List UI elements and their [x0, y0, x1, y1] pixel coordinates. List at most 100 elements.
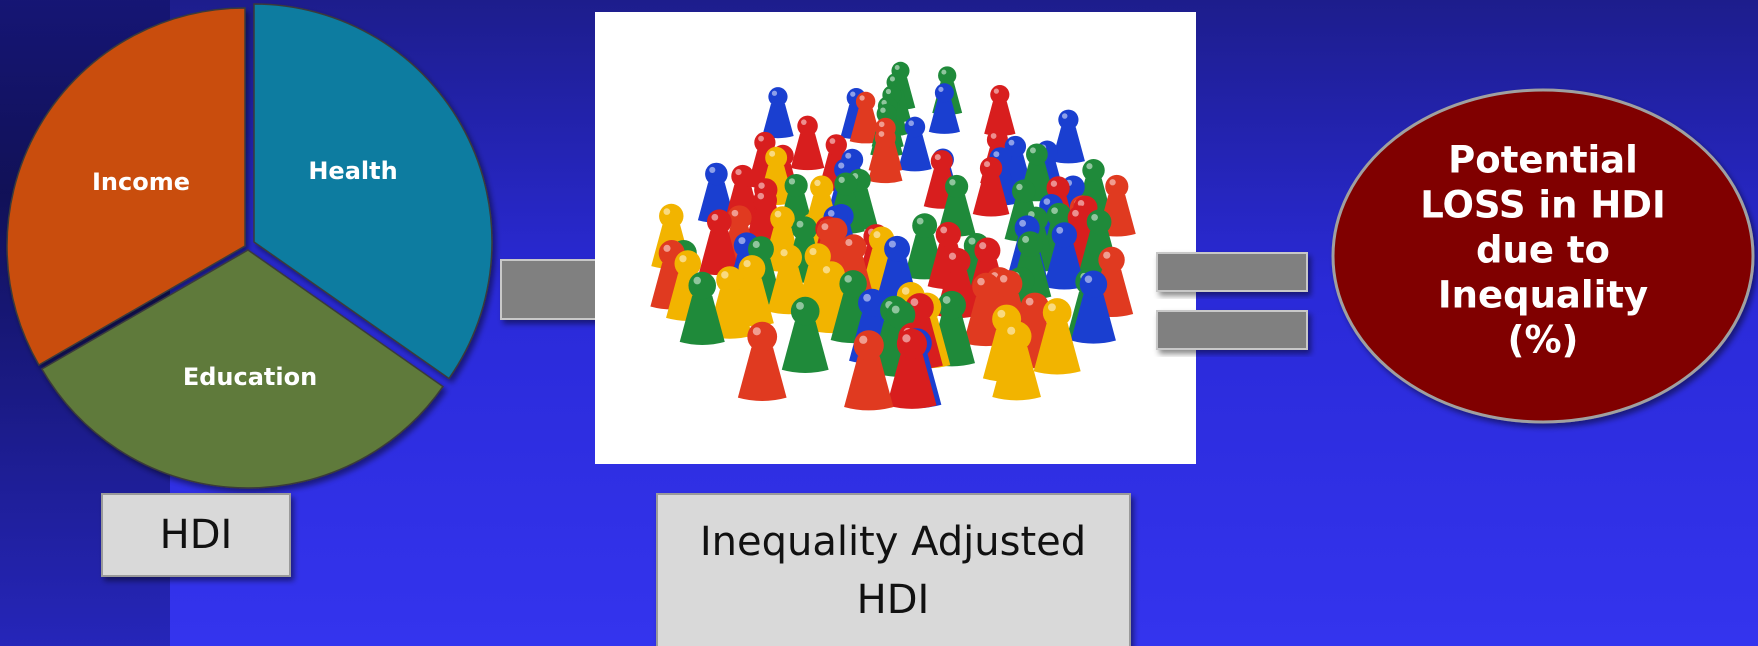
pawn-shine — [1056, 227, 1063, 234]
pawn-head — [974, 237, 1000, 263]
pawn-head — [1026, 143, 1048, 165]
pawn-head — [897, 329, 927, 359]
pawn-head — [1080, 271, 1107, 298]
pawn-shine — [1022, 236, 1029, 243]
pawn-shine — [968, 238, 975, 245]
iahdi-box — [657, 494, 1130, 646]
pawn-head — [938, 66, 956, 84]
pawn-shine — [838, 163, 844, 169]
pawn-shine — [943, 296, 951, 304]
iahdi-label: Inequality Adjusted — [700, 519, 1086, 565]
pawn-head — [905, 117, 926, 138]
pawn-head — [884, 236, 910, 262]
pawn-head — [980, 157, 1002, 179]
pawn-head — [945, 175, 968, 198]
hdi-label: HDI — [160, 512, 233, 558]
pawn-shine — [993, 151, 999, 157]
pawn-shine — [850, 92, 855, 97]
pawn-shine — [758, 193, 764, 199]
pawn-head — [875, 127, 896, 148]
pawn-head — [912, 213, 937, 238]
pawn-shine — [775, 211, 782, 218]
pawn-head — [688, 272, 716, 300]
pawn-shine — [753, 327, 761, 335]
pawn-shine — [984, 161, 990, 167]
pawn-shine — [1103, 252, 1110, 259]
pawn-shine — [879, 121, 885, 127]
pawn-head — [705, 163, 728, 186]
pawn-shine — [709, 167, 715, 173]
pawn-head — [841, 234, 867, 260]
pawn-head — [768, 87, 787, 106]
pawn-shine — [994, 89, 999, 94]
pawn-shine — [828, 210, 835, 217]
equals-bar — [1157, 253, 1307, 291]
pawn-shine — [886, 89, 891, 94]
loss-label: Inequality — [1438, 274, 1648, 317]
pie-label: Health — [308, 157, 397, 185]
pawn-head — [990, 85, 1009, 104]
loss-label: due to — [1476, 229, 1610, 272]
pawn-shine — [940, 226, 947, 233]
pawn-head — [785, 174, 808, 197]
pawn-shine — [844, 275, 851, 282]
pawn-shine — [721, 271, 728, 278]
pawn-shine — [823, 266, 830, 273]
pawn-shine — [711, 214, 718, 221]
pawn-head — [791, 297, 820, 326]
pawn-shine — [997, 310, 1005, 318]
pawn-head — [1105, 175, 1128, 198]
pawn-shine — [938, 87, 943, 92]
pawn-shine — [1085, 276, 1092, 283]
loss-label: LOSS in HDI — [1420, 184, 1666, 227]
pawn-head — [854, 330, 884, 360]
pawn-shine — [859, 95, 864, 100]
pawn-shine — [949, 179, 955, 185]
pawn-head — [935, 83, 954, 102]
pawn-shine — [941, 70, 946, 75]
pawn-shine — [1044, 198, 1051, 205]
pawn-shine — [789, 178, 795, 184]
pawn-head — [753, 189, 777, 213]
pawn-head — [834, 172, 857, 195]
pawn-head — [1058, 110, 1078, 130]
pawn-shine — [1016, 184, 1022, 190]
pawn-shine — [879, 131, 885, 137]
pawn-shine — [797, 221, 804, 228]
pawn-head — [797, 116, 817, 136]
pawn-shine — [889, 241, 896, 248]
pawn-shine — [892, 306, 900, 314]
pawn-head — [765, 147, 787, 169]
pawn-shine — [935, 154, 941, 160]
pawn-shine — [1086, 163, 1092, 169]
pawn-shine — [738, 237, 745, 244]
pawn-head — [770, 206, 795, 231]
pawn-shine — [821, 223, 828, 230]
pawn-shine — [991, 133, 997, 139]
pawn-head — [944, 248, 970, 274]
pawn-head — [817, 219, 842, 244]
pawn-shine — [753, 241, 760, 248]
pawn-head — [826, 134, 847, 155]
pawn-shine — [1007, 327, 1015, 335]
pawn-shine — [735, 169, 741, 175]
pawn-shine — [1000, 275, 1007, 282]
pawn-head — [1012, 180, 1035, 203]
pawn-head — [707, 209, 732, 234]
pawn-shine — [1048, 303, 1056, 311]
pawn-shine — [859, 336, 867, 344]
pawn-head — [776, 244, 802, 270]
pawn-head — [1082, 159, 1104, 181]
pawn-shine — [732, 210, 739, 217]
pawn-shine — [917, 218, 924, 225]
pawn-shine — [830, 138, 836, 144]
pawn-shine — [979, 242, 986, 249]
pawn-shine — [880, 107, 885, 112]
pie-label: Income — [92, 168, 190, 196]
pawn-shine — [758, 182, 764, 188]
pawn-shine — [780, 249, 787, 256]
pawn-shine — [908, 120, 914, 126]
iahdi-label: HDI — [857, 577, 930, 623]
pawn-head — [856, 92, 875, 111]
pawn-head — [972, 273, 1000, 301]
